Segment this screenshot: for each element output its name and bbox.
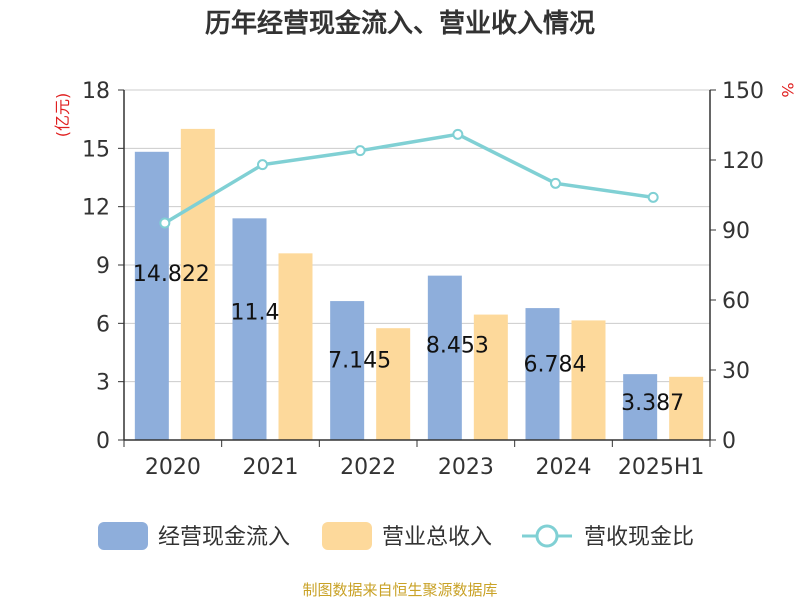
right-axis-unit: %	[778, 82, 797, 97]
data-label-cash-inflow: 3.387	[621, 391, 684, 416]
bar-cash-inflow	[330, 301, 365, 440]
y-right-tick-label: 30	[722, 359, 750, 384]
x-tick-label: 2023	[438, 455, 494, 480]
legend-marker-ratio	[535, 524, 559, 548]
y-left-tick-label: 15	[82, 137, 110, 162]
data-label-cash-inflow: 7.145	[328, 348, 391, 373]
bar-cash-inflow	[525, 308, 560, 440]
y-left-tick-label: 3	[96, 371, 110, 396]
data-label-cash-inflow: 11.4	[231, 300, 280, 325]
bar-cash-inflow	[232, 218, 267, 440]
ratio-point	[452, 128, 464, 140]
y-left-tick-label: 12	[82, 196, 110, 221]
ratio-point	[550, 177, 561, 189]
data-label-cash-inflow: 8.453	[426, 334, 489, 359]
ratio-point	[257, 159, 268, 171]
x-tick-label: 2020	[145, 455, 201, 480]
y-right-tick-label: 150	[722, 79, 764, 104]
bar-cash-inflow	[623, 374, 658, 440]
y-left-tick-label: 18	[82, 79, 110, 104]
legend-label-cash-inflow: 经营现金流入	[158, 525, 290, 550]
bar-revenue	[278, 253, 313, 440]
legend-swatch-revenue	[322, 522, 372, 550]
bar-revenue	[376, 328, 411, 440]
left-axis-unit: (亿元)	[53, 93, 72, 138]
legend-label-revenue: 营业总收入	[382, 525, 492, 550]
bar-cash-inflow	[427, 275, 462, 440]
bar-cash-inflow	[134, 151, 169, 441]
x-tick-label: 2021	[243, 455, 299, 480]
data-label-cash-inflow: 6.784	[524, 352, 587, 377]
y-right-tick-label: 0	[722, 429, 736, 454]
y-left-tick-label: 6	[96, 312, 110, 337]
ratio-line	[159, 128, 659, 229]
ratio-point	[647, 191, 659, 203]
ratio-point	[159, 217, 171, 229]
x-tick-label: 2022	[340, 455, 396, 480]
gridlines	[124, 89, 710, 383]
bar-revenue	[180, 128, 215, 440]
y-right-tick-label: 90	[722, 219, 750, 244]
data-label-cash-inflow: 14.822	[133, 262, 210, 287]
bar-revenue	[473, 314, 508, 440]
ratio-point	[354, 145, 366, 157]
y-right-tick-label: 60	[722, 289, 750, 314]
axes: 0 3 6 9 12 15 18 0 30 60 90 120 150 2020 2021 2022 2023 2…	[82, 79, 764, 480]
y-left-tick-label: 0	[96, 429, 110, 454]
legend-label-ratio: 营收现金比	[584, 525, 694, 550]
y-left-tick-label: 9	[96, 254, 110, 279]
legend-swatch-cash-inflow	[98, 522, 148, 550]
legend: 经营现金流入 营业总收入 营收现金比	[98, 522, 694, 550]
bar-revenue	[669, 376, 704, 440]
chart-title: 历年经营现金流入、营业收入情况	[205, 8, 595, 39]
ratio-line-path	[163, 132, 654, 225]
x-tick-label: 2024	[536, 455, 592, 480]
bars	[134, 128, 704, 441]
y-right-tick-label: 120	[722, 149, 764, 174]
x-tick-label: 2025H1	[618, 455, 705, 480]
source-note: 制图数据来自恒生聚源数据库	[302, 581, 497, 599]
bar-revenue	[571, 320, 606, 440]
data-labels: 14.822 11.4 7.145 8.453 6.784 3.387	[133, 262, 684, 416]
